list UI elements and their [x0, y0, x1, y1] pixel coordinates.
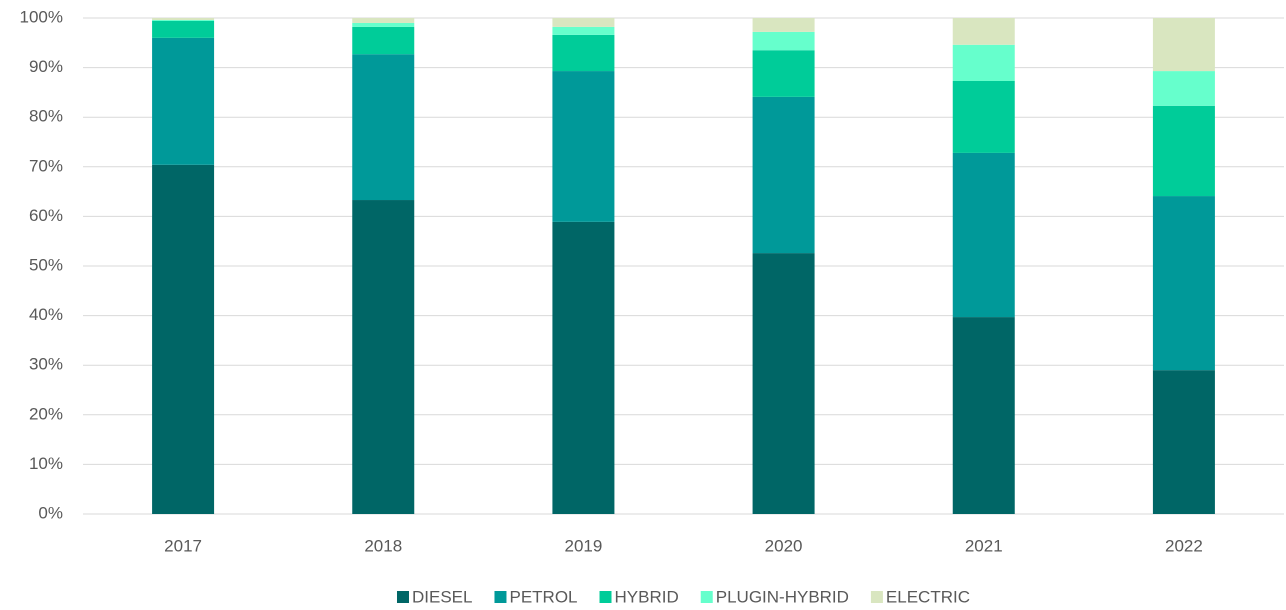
- bar-segment: [952, 80, 1015, 153]
- x-tick-label: 2020: [765, 536, 803, 555]
- bar-segment: [752, 18, 815, 32]
- bar-segment: [752, 50, 815, 97]
- bar-segment: [1152, 71, 1215, 106]
- bar-segment: [1152, 370, 1215, 514]
- legend-swatch: [599, 591, 612, 603]
- bar-segment: [1152, 105, 1215, 197]
- bar-segment: [552, 26, 615, 35]
- bar-segment: [1152, 18, 1215, 72]
- y-tick-label: 0%: [38, 503, 63, 522]
- bar-segment: [152, 18, 215, 20]
- legend-label: PLUGIN-HYBRID: [716, 587, 849, 606]
- bar-segment: [752, 96, 815, 254]
- bar-segment: [1152, 196, 1215, 371]
- bar-segment: [352, 200, 415, 515]
- legend-swatch: [870, 591, 883, 603]
- bar-segment: [952, 18, 1015, 45]
- x-tick-label: 2021: [965, 536, 1003, 555]
- bar-segment: [552, 18, 615, 27]
- bar-segment: [352, 26, 415, 55]
- bar-segment: [152, 19, 215, 21]
- bar-segment: [552, 34, 615, 72]
- x-tick-label: 2019: [565, 536, 603, 555]
- bar-segment: [352, 18, 415, 23]
- bar-segment: [152, 37, 215, 165]
- y-tick-label: 50%: [29, 255, 63, 274]
- bar-segment: [552, 221, 615, 514]
- legend-swatch: [396, 591, 409, 603]
- bar-segment: [952, 152, 1015, 318]
- legend-label: ELECTRIC: [886, 587, 970, 606]
- bar-segment: [952, 317, 1015, 514]
- bar-segment: [152, 20, 215, 38]
- legend-swatch: [494, 591, 507, 603]
- y-tick-label: 10%: [29, 454, 63, 473]
- y-tick-label: 80%: [29, 107, 63, 126]
- legend-swatch: [700, 591, 713, 603]
- bar-segment: [752, 31, 815, 51]
- x-tick-label: 2018: [364, 536, 402, 555]
- y-tick-label: 20%: [29, 404, 63, 423]
- bar-segment: [952, 44, 1015, 81]
- legend-label: DIESEL: [412, 587, 472, 606]
- legend: DIESEL PETROL HYBRID PLUGIN-HYBRID ELECTRIC: [396, 587, 970, 606]
- bar-segment: [152, 164, 215, 515]
- bar-segment: [752, 253, 815, 514]
- legend-label: PETROL: [509, 587, 577, 606]
- y-tick-label: 100%: [20, 7, 63, 26]
- y-tick-label: 60%: [29, 206, 63, 225]
- y-tick-label: 30%: [29, 355, 63, 374]
- legend-label: HYBRID: [615, 587, 679, 606]
- bar-segment: [352, 22, 415, 27]
- x-tick-label: 2017: [164, 536, 202, 555]
- y-tick-label: 90%: [29, 57, 63, 76]
- bar-segment: [352, 54, 415, 201]
- bar-segment: [552, 71, 615, 222]
- x-tick-label: 2022: [1165, 536, 1203, 555]
- y-tick-label: 40%: [29, 305, 63, 324]
- y-tick-label: 70%: [29, 156, 63, 175]
